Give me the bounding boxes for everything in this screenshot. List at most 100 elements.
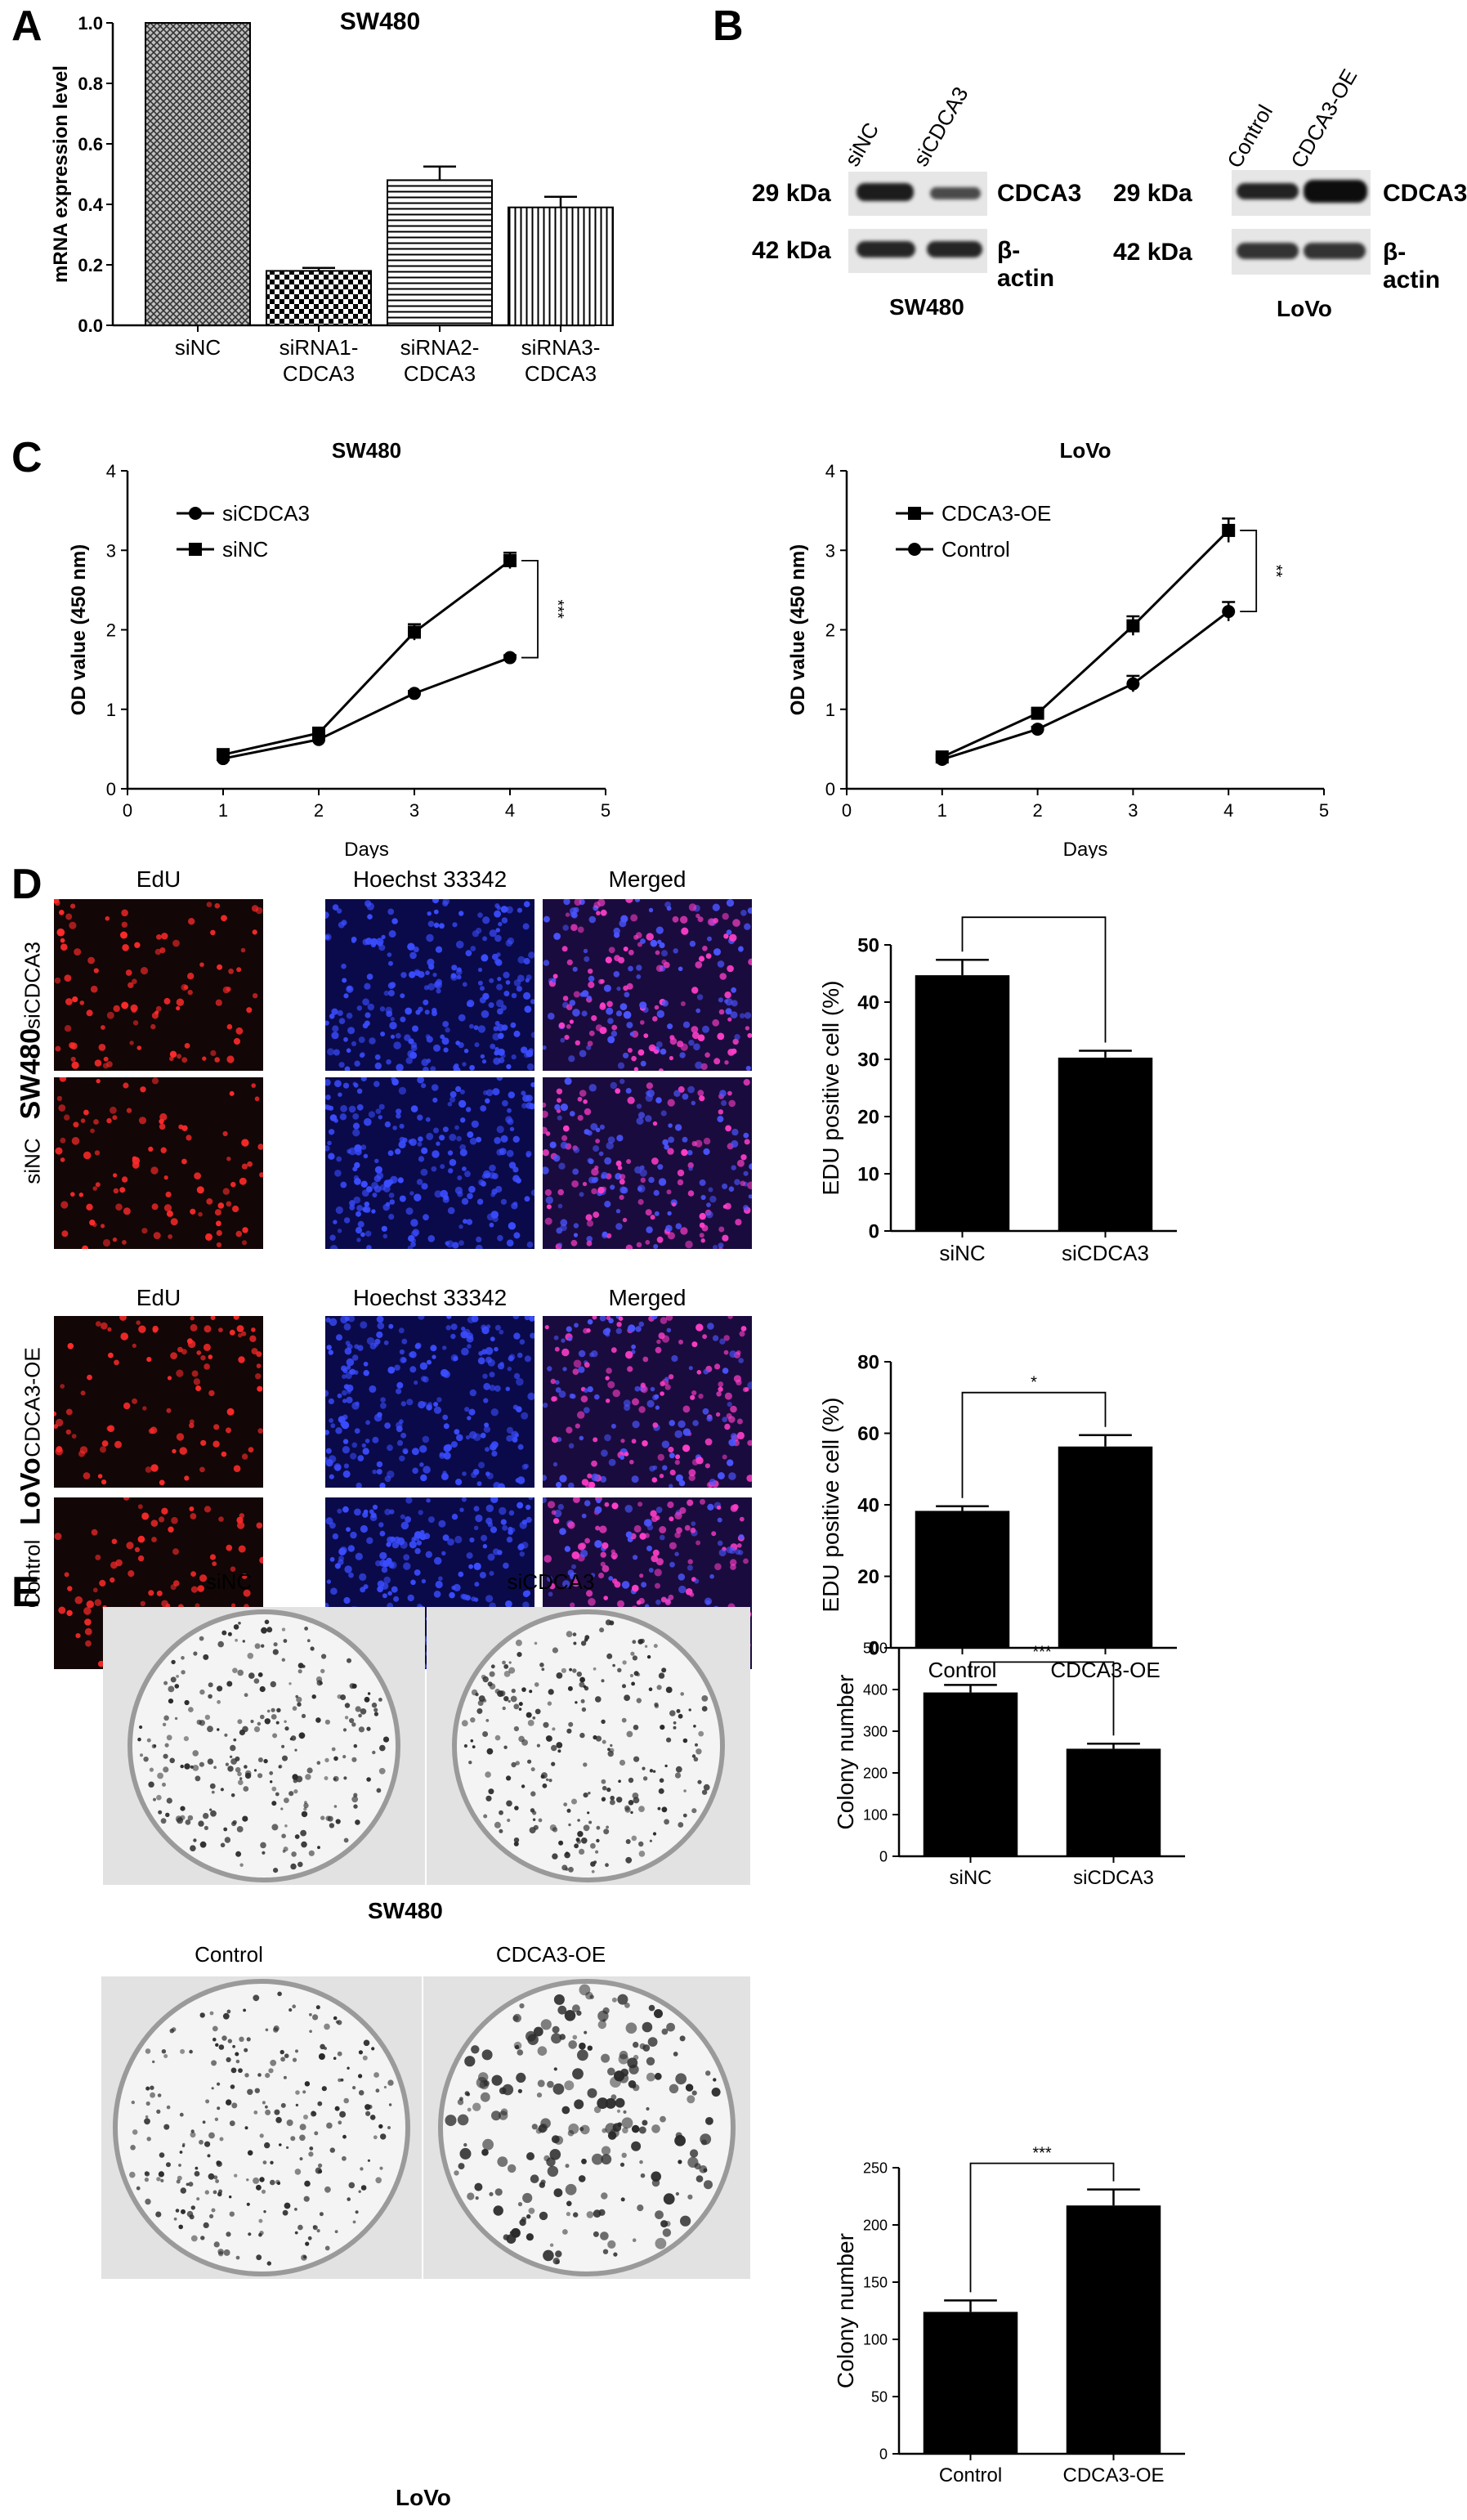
colony-plate-image xyxy=(101,1976,422,2279)
blot-protein-label: β-actin xyxy=(997,237,1055,292)
legend-label: CDCA3-OE xyxy=(941,501,1051,526)
significance-marker: ** xyxy=(1267,565,1285,578)
colony-cell-line-label: SW480 xyxy=(368,1898,443,1923)
chart-title: LoVo xyxy=(1059,438,1111,463)
y-tick-label: 50 xyxy=(871,2388,888,2405)
blot-band-strip xyxy=(1232,170,1371,216)
significance-bracket xyxy=(521,559,539,659)
y-axis-label: EDU positive cell (%) xyxy=(818,981,843,1196)
micro-row-label: CDCA3-OE xyxy=(20,1347,45,1457)
x-tick-label: 2 xyxy=(314,800,324,821)
x-tick-label: siNC xyxy=(950,1867,992,1889)
micro-image-merged xyxy=(543,1077,752,1249)
bar xyxy=(923,1692,1018,1856)
y-tick-label: 30 xyxy=(857,1049,879,1071)
y-tick-label: 0.2 xyxy=(78,255,103,275)
y-axis-label: Colony number xyxy=(833,1675,858,1830)
micrograph xyxy=(543,1077,752,1249)
data-point xyxy=(503,553,517,567)
micro-cell-line-label: SW480 xyxy=(15,1028,47,1120)
y-tick-label: 50 xyxy=(857,934,879,956)
blot-kda-label: 29 kDa xyxy=(752,180,831,207)
bar xyxy=(387,179,493,326)
data-point xyxy=(1031,706,1044,720)
blot-band-strip xyxy=(1232,229,1371,275)
bar xyxy=(508,206,614,326)
x-tick-label: CDCA3 xyxy=(525,361,597,386)
micro-col-label-merged: Merged xyxy=(608,866,687,892)
y-tick-label: 40 xyxy=(857,1494,879,1516)
x-tick-label: siRNA3- xyxy=(521,335,601,360)
chart-title: SW480 xyxy=(340,8,420,35)
series-line xyxy=(222,559,511,756)
y-tick-label: 0 xyxy=(869,1637,879,1659)
y-tick-label: 1 xyxy=(106,700,116,720)
x-tick-label: 0 xyxy=(123,800,132,821)
bar xyxy=(266,270,372,326)
micro-image-hoechst xyxy=(325,1316,534,1488)
x-tick-label: CDCA3 xyxy=(283,361,355,386)
y-tick-label: 4 xyxy=(825,461,835,481)
data-point xyxy=(1126,619,1140,633)
y-tick-label: 0 xyxy=(825,779,835,799)
y-tick-label: 0 xyxy=(869,1220,879,1242)
y-tick-label: 0.4 xyxy=(78,195,103,215)
blot-cell-line-label: SW480 xyxy=(889,294,964,320)
y-axis-label: EDU positive cell (%) xyxy=(818,1398,843,1613)
micro-col-label-edu: EdU xyxy=(136,1285,181,1310)
panel-letter-a: A xyxy=(11,2,42,50)
legend-marker xyxy=(189,507,202,520)
bar xyxy=(145,22,251,326)
micro-col-label-merged: Merged xyxy=(608,1285,687,1310)
micrograph xyxy=(543,899,752,1071)
chart-c-sw480: SW480 0 1 2 3 4 0 1 2 3 4 5 Days OD value (450 nm) siC… xyxy=(68,438,611,858)
micro-col-label-hoechst: Hoechst 33342 xyxy=(352,866,508,892)
micro-image-merged xyxy=(543,1316,752,1488)
micro-image-edu xyxy=(54,1077,263,1249)
colony-label: siNC xyxy=(205,1569,253,1594)
y-tick-label: 0.8 xyxy=(78,74,103,94)
micrograph xyxy=(325,899,534,1071)
significance-bracket xyxy=(969,2162,1115,2293)
legend-label: siNC xyxy=(222,537,268,562)
y-tick-label: 20 xyxy=(857,1566,879,1588)
y-tick-label: 0.6 xyxy=(78,134,103,154)
x-axis-label: Days xyxy=(344,839,389,858)
blot-band-strip xyxy=(848,229,987,273)
y-tick-label: 80 xyxy=(857,1351,879,1373)
data-point xyxy=(1222,523,1236,537)
y-tick-label: 10 xyxy=(857,1163,879,1185)
y-axis-label: OD value (450 nm) xyxy=(68,544,90,715)
data-point xyxy=(1126,677,1140,691)
colony-cell-line-label: LoVo xyxy=(396,2485,451,2510)
x-tick-label: siNC xyxy=(939,1241,985,1265)
x-tick-label: siRNA2- xyxy=(400,335,480,360)
chart-c-lovo: LoVo 0 1 2 3 4 0 1 2 3 4 5 Days OD value (450 nm) CDCA… xyxy=(787,438,1329,858)
data-point xyxy=(408,625,421,639)
colony-label: CDCA3-OE xyxy=(495,1942,606,1967)
blot-protein-label: CDCA3 xyxy=(997,180,1082,207)
micro-image-hoechst xyxy=(325,899,534,1071)
panel-letter-c: C xyxy=(11,434,42,481)
legend-marker xyxy=(908,507,921,520)
x-tick-label: siCDCA3 xyxy=(1073,1867,1154,1889)
y-axis-label: Colony number xyxy=(833,2233,858,2388)
significance-marker: *** xyxy=(1032,2145,1052,2163)
x-tick-label: siRNA1- xyxy=(280,335,359,360)
bar xyxy=(1058,1057,1153,1231)
y-tick-label: 2 xyxy=(106,620,116,641)
blot-kda-label: 42 kDa xyxy=(1113,239,1192,266)
petri-dish xyxy=(103,1607,425,1885)
x-tick-label: 2 xyxy=(1032,800,1042,821)
legend-marker xyxy=(189,543,202,556)
micrograph xyxy=(543,1316,752,1488)
bar xyxy=(1058,1446,1153,1648)
data-point xyxy=(503,651,517,665)
blot-lane-label-control: Control xyxy=(1222,100,1278,172)
y-tick-label: 1.0 xyxy=(78,13,103,34)
micrograph xyxy=(54,1077,263,1249)
y-tick-label: 4 xyxy=(106,461,116,481)
y-tick-label: 200 xyxy=(863,1765,888,1781)
x-tick-label: CDCA3-OE xyxy=(1062,2464,1164,2486)
colony-plate-image xyxy=(103,1607,425,1885)
